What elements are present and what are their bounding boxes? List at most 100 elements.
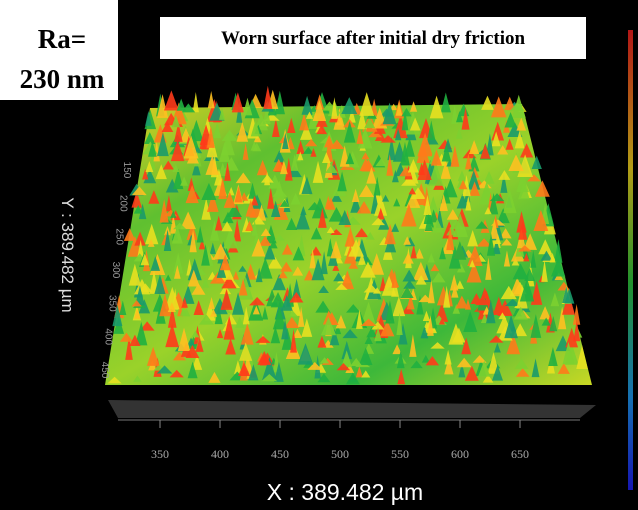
peak (424, 213, 433, 232)
peak (427, 252, 435, 263)
peak (222, 211, 234, 224)
peak (260, 174, 274, 183)
peak (234, 186, 243, 203)
peak (463, 311, 478, 333)
peak (258, 257, 273, 279)
peak (523, 233, 538, 250)
peak (287, 117, 296, 134)
peak (365, 231, 375, 240)
peak (331, 191, 343, 202)
peak (191, 354, 203, 370)
peak (498, 170, 511, 180)
peak (492, 238, 501, 255)
peak (173, 168, 184, 190)
peak (530, 250, 537, 268)
peak (254, 112, 269, 131)
peak (364, 335, 373, 344)
peak (142, 168, 149, 180)
peak (172, 164, 180, 172)
peak (538, 239, 553, 255)
peak (484, 206, 492, 215)
peak (134, 278, 151, 295)
peak (148, 141, 157, 157)
peak (533, 209, 549, 231)
peak (170, 139, 185, 162)
peak (373, 176, 381, 196)
peak (284, 317, 300, 328)
peak (404, 137, 415, 157)
peak (172, 351, 186, 361)
peak (341, 97, 358, 114)
peak (507, 122, 523, 138)
peak (249, 297, 266, 306)
peak (420, 326, 429, 339)
peak (520, 143, 534, 158)
peak (500, 172, 508, 193)
peak (557, 306, 567, 330)
peak (369, 253, 385, 275)
peak (333, 272, 345, 282)
peak (423, 194, 432, 215)
peak (359, 158, 373, 171)
peak (214, 215, 223, 231)
peak (480, 143, 491, 159)
peak (233, 219, 242, 242)
peak (196, 226, 204, 243)
peak (355, 366, 363, 378)
peak (187, 258, 202, 281)
x-tick-label: 400 (211, 447, 229, 461)
peak (281, 243, 293, 255)
peak (364, 117, 376, 129)
peak (399, 166, 413, 177)
peak (279, 199, 290, 207)
peak (143, 169, 157, 184)
peak (452, 327, 466, 343)
peak (443, 285, 451, 308)
peak (481, 95, 494, 110)
peak (409, 101, 418, 112)
peak (240, 323, 254, 345)
peak (465, 153, 472, 170)
annotation-line: Ra= (38, 24, 86, 54)
peak (123, 228, 136, 241)
peak (485, 257, 492, 280)
peak (232, 292, 245, 315)
peak (304, 269, 315, 281)
peak (516, 117, 527, 131)
peak (453, 241, 467, 260)
peak (409, 334, 417, 357)
peak (131, 300, 142, 307)
peak (455, 295, 469, 309)
peak (407, 158, 419, 173)
peak (482, 374, 494, 383)
peak (326, 197, 336, 210)
peak (213, 122, 222, 139)
peak (338, 209, 351, 225)
peak (201, 244, 210, 266)
peak (221, 129, 238, 141)
peak (218, 176, 227, 200)
peak (458, 362, 466, 378)
peak (456, 357, 472, 368)
peak (167, 302, 176, 312)
peak (441, 144, 452, 162)
peak (401, 107, 412, 117)
peak (128, 263, 142, 286)
peak (318, 207, 327, 228)
peak (356, 201, 372, 214)
peak (242, 306, 250, 325)
peak (292, 266, 304, 276)
peak (214, 305, 223, 325)
peak (307, 201, 322, 211)
peak (239, 342, 253, 361)
peak (429, 95, 444, 119)
peak (220, 288, 233, 310)
peak (223, 191, 236, 208)
peak (446, 226, 457, 236)
y-tick-label: 300 (110, 262, 121, 279)
peak (393, 114, 408, 139)
peak (272, 306, 287, 330)
peak (392, 344, 402, 355)
peak (366, 326, 378, 338)
peak (205, 155, 220, 175)
